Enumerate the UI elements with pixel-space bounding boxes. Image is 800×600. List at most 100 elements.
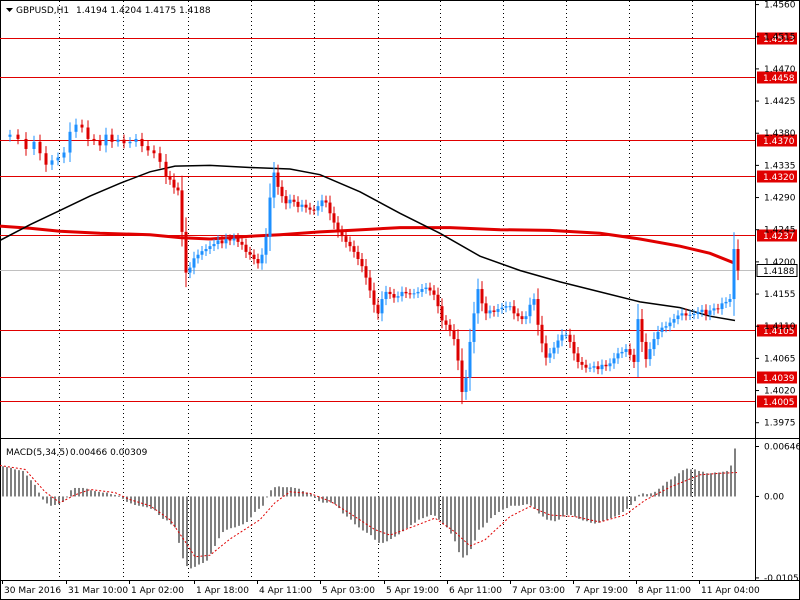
- candle-body: [688, 314, 692, 316]
- candle-body: [536, 299, 540, 325]
- macd-bar: [630, 496, 632, 505]
- candle-body: [604, 364, 608, 367]
- macd-bar: [574, 496, 576, 517]
- candle-body: [408, 293, 412, 295]
- macd-bar: [674, 476, 676, 497]
- candle-body: [580, 361, 584, 365]
- candle-body: [532, 299, 536, 305]
- candle-body: [692, 314, 696, 316]
- candle-body: [192, 258, 196, 268]
- candle-body: [520, 316, 524, 320]
- candle-body: [268, 197, 272, 237]
- candle-body: [704, 309, 708, 315]
- candle-body: [110, 134, 114, 142]
- dropdown-triangle-icon[interactable]: [6, 8, 13, 12]
- candle-body: [400, 291, 404, 297]
- candle-body: [464, 377, 468, 392]
- current-price-tag: [756, 264, 798, 277]
- candle-body: [62, 152, 66, 158]
- macd-bar: [678, 473, 680, 497]
- macd-bar: [70, 490, 72, 497]
- candle-body: [216, 240, 220, 245]
- candle-body: [504, 306, 508, 308]
- candle-body: [104, 134, 108, 146]
- candle-body: [288, 199, 292, 204]
- candle-body: [248, 251, 252, 255]
- candle-body: [32, 141, 36, 149]
- candle-body: [180, 190, 184, 232]
- candle-body: [176, 187, 180, 191]
- candle-body: [588, 367, 592, 369]
- macd-bar: [410, 496, 412, 526]
- candle-body: [44, 153, 48, 165]
- candle-body: [412, 293, 416, 295]
- candle-body: [592, 366, 596, 368]
- macd-bar: [62, 496, 64, 502]
- candle-body: [416, 291, 420, 294]
- candle-body: [528, 304, 532, 317]
- macd-bar: [734, 448, 736, 497]
- macd-bar: [238, 496, 240, 526]
- candle-body: [648, 349, 652, 360]
- macd-bar: [270, 490, 272, 497]
- macd-pane-grid: [59, 440, 693, 580]
- candle-body: [184, 231, 188, 273]
- macd-bar: [338, 496, 340, 509]
- macd-bar: [526, 496, 528, 505]
- macd-bar: [74, 487, 76, 497]
- candle-body: [656, 331, 660, 340]
- macd-bar: [698, 470, 700, 497]
- candle-body: [552, 347, 556, 354]
- macd-bar: [386, 496, 388, 542]
- macd-bar: [30, 480, 32, 497]
- macd-bar: [598, 496, 600, 523]
- macd-bar: [258, 496, 260, 509]
- macd-bar: [570, 496, 572, 516]
- price-tick-label: 1.4020: [764, 387, 796, 397]
- candle-body: [344, 236, 348, 242]
- candle-body: [544, 343, 548, 358]
- candle-body: [328, 202, 332, 214]
- candle-body: [134, 138, 138, 142]
- macd-bar: [346, 496, 348, 517]
- candle-body: [296, 201, 300, 207]
- candle-body: [444, 320, 448, 325]
- macd-bar: [462, 496, 464, 558]
- macd-bar: [138, 496, 140, 506]
- macd-bar: [714, 472, 716, 497]
- candle-body: [476, 289, 480, 314]
- macd-bar: [614, 496, 616, 517]
- macd-bar: [442, 496, 444, 525]
- macd-bar: [402, 496, 404, 532]
- level-price-label: 1.4005: [763, 398, 795, 408]
- macd-bar: [94, 491, 96, 497]
- candle-body: [304, 204, 308, 208]
- macd-bar: [550, 496, 552, 521]
- candle-body: [188, 267, 192, 273]
- time-axis: 30 Mar 2016 31 Mar 10:00 1 Apr 02:00 1 Apr …: [2, 580, 760, 596]
- candle-body: [152, 150, 156, 154]
- candle-body: [492, 310, 496, 312]
- moving-average-fast-line: [0, 164, 736, 322]
- candle-body: [616, 353, 620, 359]
- candle-body: [508, 306, 512, 308]
- macd-bar: [726, 470, 728, 497]
- price-tick-label: 1.4110: [764, 322, 796, 332]
- macd-bar: [342, 496, 344, 514]
- macd-bar: [478, 496, 480, 530]
- macd-bar: [426, 496, 428, 517]
- macd-bar: [506, 496, 508, 509]
- macd-bar: [610, 496, 612, 519]
- level-price-tag: [757, 229, 797, 242]
- time-tick-label: 8 Apr 11:00: [638, 586, 691, 596]
- candle-body: [456, 339, 460, 361]
- candle-body: [228, 239, 232, 241]
- macd-bar: [422, 496, 424, 519]
- macd-bar: [590, 496, 592, 523]
- candle-body: [572, 341, 576, 354]
- horizontal-levels[interactable]: 1.4513 1.4458 1.4370 1.4320 1.4237 1.4105 1.40…: [0, 32, 798, 409]
- candle-body: [368, 277, 372, 291]
- macd-bar: [374, 496, 376, 540]
- macd-bar: [566, 496, 568, 516]
